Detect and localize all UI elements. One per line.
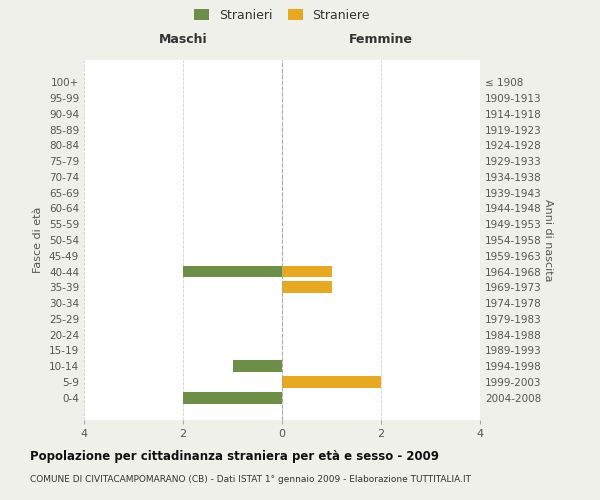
Bar (282, 266, 331, 278)
Text: Popolazione per cittadinanza straniera per età e sesso - 2009: Popolazione per cittadinanza straniera p… (30, 450, 439, 463)
Legend: Stranieri, Straniere: Stranieri, Straniere (190, 5, 374, 25)
Bar (183, 266, 282, 278)
Bar (183, 392, 282, 404)
Text: Maschi: Maschi (158, 32, 208, 46)
Bar (282, 376, 381, 388)
Y-axis label: Fasce di età: Fasce di età (34, 207, 43, 273)
Text: Femmine: Femmine (349, 32, 413, 46)
Y-axis label: Anni di nascita: Anni di nascita (543, 198, 553, 281)
Bar (282, 282, 331, 293)
Bar (233, 360, 282, 372)
Text: COMUNE DI CIVITACAMPOMARANO (CB) - Dati ISTAT 1° gennaio 2009 - Elaborazione TUT: COMUNE DI CIVITACAMPOMARANO (CB) - Dati … (30, 475, 471, 484)
